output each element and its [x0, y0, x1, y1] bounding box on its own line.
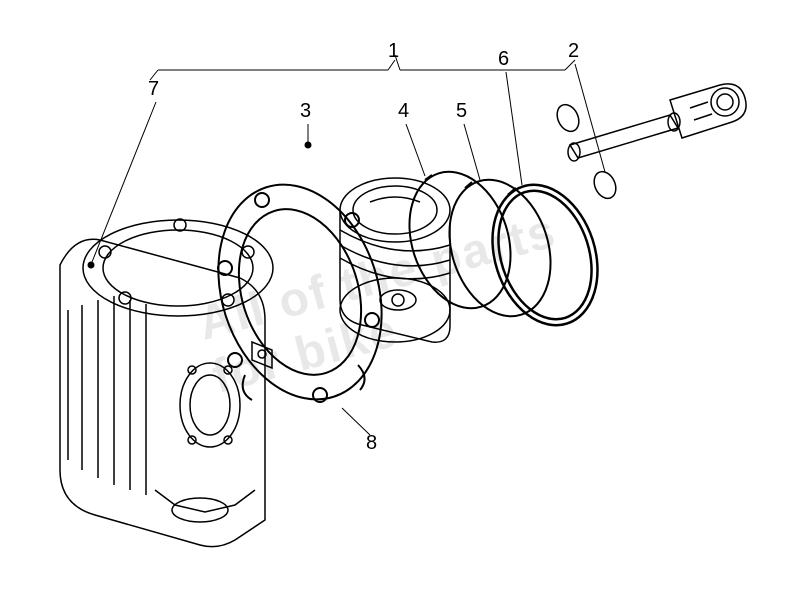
circlip-bottom — [590, 168, 620, 202]
head-gasket — [192, 163, 408, 420]
callout-5: 5 — [456, 100, 467, 123]
diagram-container: All of the parts for bike — [0, 0, 800, 600]
circlip-top — [553, 101, 583, 135]
wrist-pin — [568, 113, 680, 161]
piston-ring-2 — [433, 167, 568, 330]
callout-7: 7 — [148, 78, 159, 101]
technical-diagram-svg — [0, 0, 800, 600]
callout-1: 1 — [388, 40, 399, 63]
connecting-rod — [670, 84, 746, 138]
callout-2: 2 — [568, 40, 579, 63]
leader-lines — [88, 55, 605, 435]
callout-8: 8 — [366, 432, 377, 455]
piston — [340, 178, 450, 342]
callout-4: 4 — [398, 100, 409, 123]
callout-6: 6 — [498, 48, 509, 71]
callout-3: 3 — [300, 100, 311, 123]
